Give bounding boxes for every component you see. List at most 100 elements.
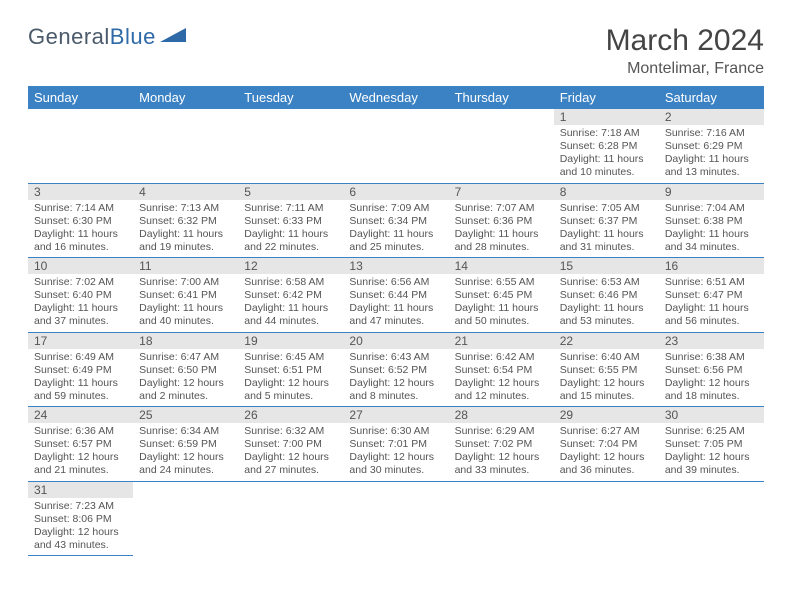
daylight-line: Daylight: 12 hours and 30 minutes. bbox=[349, 451, 442, 477]
day-details: Sunrise: 6:49 AMSunset: 6:49 PMDaylight:… bbox=[28, 349, 133, 407]
day-number: 19 bbox=[238, 333, 343, 349]
sunrise-line: Sunrise: 6:42 AM bbox=[455, 351, 548, 364]
daylight-line: Daylight: 11 hours and 16 minutes. bbox=[34, 228, 127, 254]
sunrise-line: Sunrise: 6:53 AM bbox=[560, 276, 653, 289]
sunset-line: Sunset: 7:05 PM bbox=[665, 438, 758, 451]
calendar-day-cell: 16Sunrise: 6:51 AMSunset: 6:47 PMDayligh… bbox=[659, 258, 764, 333]
sunset-line: Sunset: 6:41 PM bbox=[139, 289, 232, 302]
day-number: 24 bbox=[28, 407, 133, 423]
calendar-day-cell: 30Sunrise: 6:25 AMSunset: 7:05 PMDayligh… bbox=[659, 407, 764, 482]
calendar-day-cell: 3Sunrise: 7:14 AMSunset: 6:30 PMDaylight… bbox=[28, 183, 133, 258]
calendar-empty-cell bbox=[554, 481, 659, 556]
weekday-header: Saturday bbox=[659, 86, 764, 109]
daylight-line: Daylight: 12 hours and 24 minutes. bbox=[139, 451, 232, 477]
daylight-line: Daylight: 11 hours and 44 minutes. bbox=[244, 302, 337, 328]
sunset-line: Sunset: 6:52 PM bbox=[349, 364, 442, 377]
sunset-line: Sunset: 6:47 PM bbox=[665, 289, 758, 302]
daylight-line: Daylight: 11 hours and 28 minutes. bbox=[455, 228, 548, 254]
sunset-line: Sunset: 6:51 PM bbox=[244, 364, 337, 377]
day-details: Sunrise: 6:42 AMSunset: 6:54 PMDaylight:… bbox=[449, 349, 554, 407]
sunrise-line: Sunrise: 6:43 AM bbox=[349, 351, 442, 364]
calendar-day-cell: 29Sunrise: 6:27 AMSunset: 7:04 PMDayligh… bbox=[554, 407, 659, 482]
day-number: 10 bbox=[28, 258, 133, 274]
calendar-empty-cell bbox=[238, 481, 343, 556]
sunrise-line: Sunrise: 7:11 AM bbox=[244, 202, 337, 215]
weekday-header: Wednesday bbox=[343, 86, 448, 109]
day-number: 14 bbox=[449, 258, 554, 274]
day-details: Sunrise: 7:04 AMSunset: 6:38 PMDaylight:… bbox=[659, 200, 764, 258]
sunset-line: Sunset: 6:42 PM bbox=[244, 289, 337, 302]
calendar-day-cell: 19Sunrise: 6:45 AMSunset: 6:51 PMDayligh… bbox=[238, 332, 343, 407]
sunrise-line: Sunrise: 6:40 AM bbox=[560, 351, 653, 364]
day-number: 29 bbox=[554, 407, 659, 423]
day-details: Sunrise: 7:14 AMSunset: 6:30 PMDaylight:… bbox=[28, 200, 133, 258]
calendar-day-cell: 9Sunrise: 7:04 AMSunset: 6:38 PMDaylight… bbox=[659, 183, 764, 258]
sunset-line: Sunset: 6:29 PM bbox=[665, 140, 758, 153]
day-details: Sunrise: 6:55 AMSunset: 6:45 PMDaylight:… bbox=[449, 274, 554, 332]
brand-logo: GeneralBlue bbox=[28, 24, 186, 50]
calendar-week-row: 1Sunrise: 7:18 AMSunset: 6:28 PMDaylight… bbox=[28, 109, 764, 183]
calendar-empty-cell bbox=[343, 481, 448, 556]
day-number: 4 bbox=[133, 184, 238, 200]
daylight-line: Daylight: 11 hours and 50 minutes. bbox=[455, 302, 548, 328]
day-details: Sunrise: 6:32 AMSunset: 7:00 PMDaylight:… bbox=[238, 423, 343, 481]
day-details: Sunrise: 7:18 AMSunset: 6:28 PMDaylight:… bbox=[554, 125, 659, 183]
sunrise-line: Sunrise: 6:55 AM bbox=[455, 276, 548, 289]
calendar-week-row: 17Sunrise: 6:49 AMSunset: 6:49 PMDayligh… bbox=[28, 332, 764, 407]
sunset-line: Sunset: 6:30 PM bbox=[34, 215, 127, 228]
sunrise-line: Sunrise: 6:32 AM bbox=[244, 425, 337, 438]
sunset-line: Sunset: 6:33 PM bbox=[244, 215, 337, 228]
sunrise-line: Sunrise: 6:56 AM bbox=[349, 276, 442, 289]
day-details: Sunrise: 7:11 AMSunset: 6:33 PMDaylight:… bbox=[238, 200, 343, 258]
sunset-line: Sunset: 8:06 PM bbox=[34, 513, 127, 526]
sunset-line: Sunset: 6:57 PM bbox=[34, 438, 127, 451]
sunset-line: Sunset: 7:01 PM bbox=[349, 438, 442, 451]
day-number: 13 bbox=[343, 258, 448, 274]
day-number: 16 bbox=[659, 258, 764, 274]
daylight-line: Daylight: 11 hours and 10 minutes. bbox=[560, 153, 653, 179]
sunset-line: Sunset: 6:34 PM bbox=[349, 215, 442, 228]
weekday-header: Friday bbox=[554, 86, 659, 109]
sunset-line: Sunset: 6:54 PM bbox=[455, 364, 548, 377]
daylight-line: Daylight: 12 hours and 18 minutes. bbox=[665, 377, 758, 403]
calendar-day-cell: 26Sunrise: 6:32 AMSunset: 7:00 PMDayligh… bbox=[238, 407, 343, 482]
day-details: Sunrise: 6:30 AMSunset: 7:01 PMDaylight:… bbox=[343, 423, 448, 481]
calendar-empty-cell bbox=[449, 109, 554, 183]
sunrise-line: Sunrise: 6:58 AM bbox=[244, 276, 337, 289]
daylight-line: Daylight: 11 hours and 22 minutes. bbox=[244, 228, 337, 254]
day-details: Sunrise: 7:16 AMSunset: 6:29 PMDaylight:… bbox=[659, 125, 764, 183]
calendar-empty-cell bbox=[659, 481, 764, 556]
day-number: 6 bbox=[343, 184, 448, 200]
daylight-line: Daylight: 12 hours and 12 minutes. bbox=[455, 377, 548, 403]
day-details: Sunrise: 7:13 AMSunset: 6:32 PMDaylight:… bbox=[133, 200, 238, 258]
day-details: Sunrise: 6:53 AMSunset: 6:46 PMDaylight:… bbox=[554, 274, 659, 332]
day-details: Sunrise: 7:23 AMSunset: 8:06 PMDaylight:… bbox=[28, 498, 133, 556]
day-details: Sunrise: 6:45 AMSunset: 6:51 PMDaylight:… bbox=[238, 349, 343, 407]
weekday-header-row: SundayMondayTuesdayWednesdayThursdayFrid… bbox=[28, 86, 764, 109]
calendar-body: 1Sunrise: 7:18 AMSunset: 6:28 PMDaylight… bbox=[28, 109, 764, 556]
day-details: Sunrise: 6:38 AMSunset: 6:56 PMDaylight:… bbox=[659, 349, 764, 407]
day-number: 28 bbox=[449, 407, 554, 423]
day-number: 25 bbox=[133, 407, 238, 423]
calendar-day-cell: 24Sunrise: 6:36 AMSunset: 6:57 PMDayligh… bbox=[28, 407, 133, 482]
day-details: Sunrise: 6:36 AMSunset: 6:57 PMDaylight:… bbox=[28, 423, 133, 481]
header-bar: GeneralBlue March 2024 Montelimar, Franc… bbox=[28, 24, 764, 78]
calendar-day-cell: 1Sunrise: 7:18 AMSunset: 6:28 PMDaylight… bbox=[554, 109, 659, 183]
day-details: Sunrise: 7:02 AMSunset: 6:40 PMDaylight:… bbox=[28, 274, 133, 332]
day-number: 1 bbox=[554, 109, 659, 125]
calendar-day-cell: 6Sunrise: 7:09 AMSunset: 6:34 PMDaylight… bbox=[343, 183, 448, 258]
daylight-line: Daylight: 12 hours and 43 minutes. bbox=[34, 526, 127, 552]
day-details: Sunrise: 6:29 AMSunset: 7:02 PMDaylight:… bbox=[449, 423, 554, 481]
calendar-day-cell: 12 Sunrise: 6:58 AMSunset: 6:42 PMDayligh… bbox=[238, 258, 343, 333]
calendar-day-cell: 22Sunrise: 6:40 AMSunset: 6:55 PMDayligh… bbox=[554, 332, 659, 407]
sunrise-line: Sunrise: 6:25 AM bbox=[665, 425, 758, 438]
calendar-day-cell: 27Sunrise: 6:30 AMSunset: 7:01 PMDayligh… bbox=[343, 407, 448, 482]
calendar-day-cell: 23Sunrise: 6:38 AMSunset: 6:56 PMDayligh… bbox=[659, 332, 764, 407]
day-number: 12 bbox=[238, 258, 343, 274]
calendar-table: SundayMondayTuesdayWednesdayThursdayFrid… bbox=[28, 86, 764, 556]
day-details: Sunrise: 6:25 AMSunset: 7:05 PMDaylight:… bbox=[659, 423, 764, 481]
day-number: 20 bbox=[343, 333, 448, 349]
calendar-day-cell: 8Sunrise: 7:05 AMSunset: 6:37 PMDaylight… bbox=[554, 183, 659, 258]
day-number: 8 bbox=[554, 184, 659, 200]
daylight-line: Daylight: 11 hours and 59 minutes. bbox=[34, 377, 127, 403]
